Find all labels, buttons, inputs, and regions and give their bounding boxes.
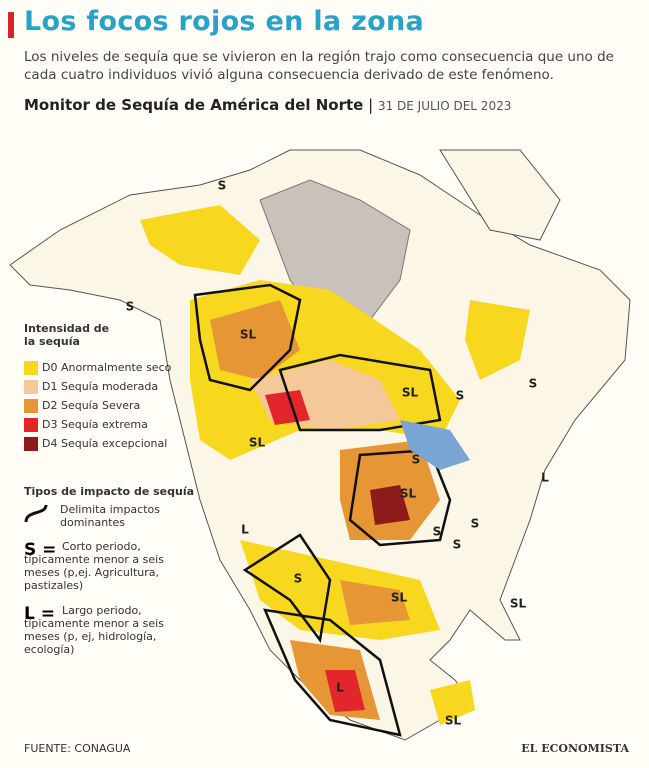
map-label: L: [241, 523, 249, 537]
d3-area: [325, 670, 365, 712]
map-label: S: [294, 572, 303, 586]
date: 31 DE JULIO DEL 2023: [377, 99, 512, 113]
legend-swatch: [24, 417, 38, 432]
legend-item: D2 Sequía Severa: [24, 396, 171, 415]
impact-line-label: Delimita impactos dominantes: [60, 503, 160, 529]
brand: EL ECONOMISTA: [521, 742, 629, 755]
map-label: L: [541, 471, 549, 485]
d4-area: [370, 485, 410, 525]
islands: [439, 149, 561, 241]
legend: D0 Anormalmente seco D1 Sequía moderada D2…: [24, 358, 171, 453]
legend-item: D1 Sequía moderada: [24, 377, 171, 396]
map-label: S: [433, 525, 442, 539]
impact-outline: [262, 608, 402, 737]
title: Los focos rojos en la zona: [24, 6, 424, 37]
subtitle: Los niveles de sequía que se vivieron en…: [24, 49, 614, 83]
long-text: Largo periodo, típicamente menor a seis …: [24, 604, 164, 656]
d0-area: [465, 300, 530, 380]
map-title: Monitor de Sequía de América del Norte: [24, 96, 364, 114]
legend-swatch: [24, 360, 38, 375]
legend-swatch: [24, 436, 38, 451]
legend-item: D3 Sequía extrema: [24, 415, 171, 434]
map-label: SL: [402, 386, 419, 400]
d2-area: [340, 580, 410, 625]
map-label: S: [471, 517, 480, 531]
land: [9, 149, 631, 741]
impact-outline: [193, 283, 302, 392]
legend-title: Intensidad de la sequía: [24, 322, 110, 348]
map-label: S: [412, 453, 421, 467]
long-key: L =: [24, 604, 55, 624]
lake: [400, 420, 470, 470]
map-label: S: [126, 300, 135, 314]
map-label: SL: [391, 591, 408, 605]
d0-area: [430, 680, 475, 725]
title-bar: [8, 12, 14, 38]
source: FUENTE: CONAGUA: [24, 742, 131, 755]
d0-area: [140, 205, 260, 275]
map-label: SL: [240, 328, 257, 342]
legend-item: D4 Sequía excepcional: [24, 434, 171, 453]
map-label: SL: [400, 487, 417, 501]
legend-line: [24, 504, 48, 523]
map-heading: Monitor de Sequía de América del Norte |…: [24, 96, 512, 114]
impact-outline: [278, 353, 442, 432]
legend-swatch: [24, 398, 38, 413]
d2-area: [210, 300, 300, 380]
map-label: S: [453, 538, 462, 552]
impact-title: Tipos de impacto de sequía: [24, 485, 195, 498]
map-label: S: [529, 377, 538, 391]
short-key: S =: [24, 540, 57, 560]
legend-label: D4 Sequía excepcional: [42, 437, 168, 450]
short-text: Corto periodo, típicamente menor a seis …: [24, 540, 164, 592]
impact-outline: [242, 533, 332, 644]
legend-label: D1 Sequía moderada: [42, 380, 159, 393]
map-label: S: [218, 179, 227, 193]
d3-area: [265, 390, 310, 425]
map-label: SL: [445, 714, 462, 728]
map-label: L: [336, 681, 344, 695]
map-label: S: [456, 389, 465, 403]
map-label: SL: [249, 436, 266, 450]
legend-item: D0 Anormalmente seco: [24, 358, 171, 377]
map-label: SL: [510, 597, 527, 611]
legend-label: D3 Sequía extrema: [42, 418, 148, 431]
legend-label: D0 Anormalmente seco: [42, 361, 172, 374]
legend-swatch: [24, 379, 38, 394]
legend-label: D2 Sequía Severa: [42, 399, 141, 412]
